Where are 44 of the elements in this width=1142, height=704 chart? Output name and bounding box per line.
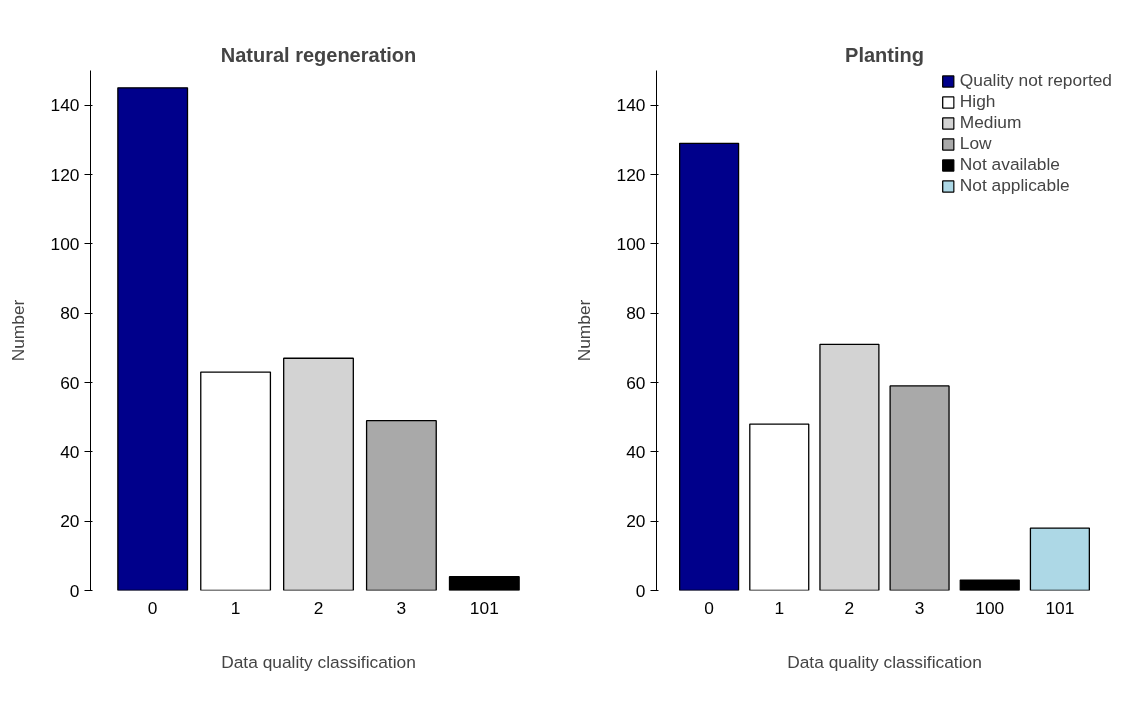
y-tick-label: 60 [60, 372, 80, 393]
y-tick-label: 0 [69, 580, 80, 601]
x-tick-label: 1 [230, 597, 241, 618]
legend-label: Not applicable [959, 175, 1070, 196]
y-tick-label: 80 [626, 303, 646, 324]
bar [448, 575, 520, 591]
x-tick-label: 3 [396, 597, 407, 618]
legend-label: Not available [959, 154, 1060, 175]
x-tick-label: 2 [844, 597, 855, 618]
x-tick-label: 101 [1045, 597, 1075, 618]
y-tick-label: 20 [626, 511, 646, 532]
y-tick-label: 100 [50, 233, 80, 254]
x-axis-title: Data quality classification [787, 651, 982, 672]
y-tick-label: 60 [626, 372, 646, 393]
y-tick-label: 140 [616, 95, 646, 116]
x-tick-label: 1 [774, 597, 785, 618]
y-tick-label: 20 [60, 511, 80, 532]
x-tick-label: 100 [975, 597, 1005, 618]
y-axis-title: Number [7, 299, 28, 362]
x-tick-label: 3 [914, 597, 925, 618]
bar [283, 357, 354, 591]
y-tick-label: 140 [50, 95, 80, 116]
y-tick-label: 100 [616, 233, 646, 254]
y-tick-label: 80 [60, 303, 80, 324]
chart-title: Natural regeneration [220, 43, 417, 66]
x-tick-label: 101 [469, 597, 499, 618]
bar [365, 419, 437, 591]
y-tick-label: 0 [635, 580, 646, 601]
y-tick-label: 120 [616, 164, 646, 185]
legend-label: High [959, 91, 996, 112]
x-tick-label: 0 [147, 597, 158, 618]
y-tick-label: 40 [60, 441, 80, 462]
legend-label: Low [959, 133, 992, 154]
y-axis-title: Number [573, 299, 594, 362]
bar [200, 371, 272, 591]
x-axis-title: Data quality classification [221, 651, 416, 672]
legend-label: Quality not reported [959, 70, 1112, 91]
x-tick-label: 2 [313, 597, 324, 618]
bar [117, 87, 189, 591]
legend-label: Medium [959, 112, 1022, 133]
x-tick-label: 0 [704, 597, 714, 618]
y-tick-label: 40 [626, 441, 646, 462]
y-tick-label: 120 [50, 164, 80, 185]
chart-title: Planting [845, 43, 924, 66]
